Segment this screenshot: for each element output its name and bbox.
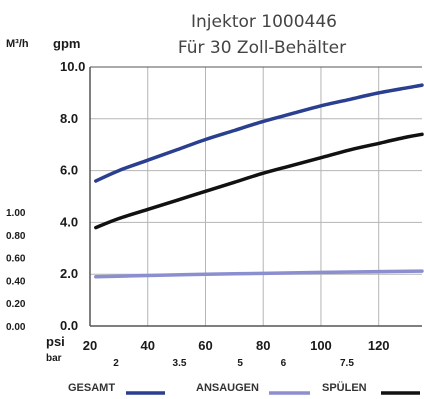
psi-tick-label: 100 xyxy=(310,338,332,353)
chart-subtitle: Für 30 Zoll-Behälter xyxy=(178,38,346,58)
psi-tick-label: 80 xyxy=(256,338,270,353)
series-line-gesamt xyxy=(94,83,424,183)
gpm-axis-label: gpm xyxy=(53,36,80,51)
psi-tick-label: 60 xyxy=(198,338,212,353)
gpm-tick-label: 8.0 xyxy=(60,111,78,126)
series-line-spülen xyxy=(94,132,424,230)
gpm-tick-label: 6.0 xyxy=(60,163,78,178)
gpm-tick-label: 10.0 xyxy=(60,59,85,74)
m3h-tick-label: 0.40 xyxy=(6,276,26,287)
grid xyxy=(90,66,422,326)
m3h-tick-label: 0.20 xyxy=(6,299,26,310)
legend-label: ANSAUGEN xyxy=(196,382,259,394)
bar-tick-label: 5 xyxy=(237,358,243,369)
m3h-axis-label: M³/h xyxy=(6,38,29,50)
bar-tick-label: 2 xyxy=(113,358,119,369)
legend-label: SPÜLEN xyxy=(322,381,367,394)
legend: GESAMT ANSAUGEN SPÜLEN xyxy=(68,381,420,395)
bar-tick-label: 3.5 xyxy=(173,358,187,369)
m3h-tick-label: 0.60 xyxy=(6,254,26,265)
axes: 0.0 2.0 4.0 6.0 8.0 10.0 0.00 0.20 0.40 0.60 0.80 1… xyxy=(6,59,422,369)
bar-tick-label: 7.5 xyxy=(340,358,354,369)
legend-label: GESAMT xyxy=(68,382,115,394)
series-lines xyxy=(94,83,424,279)
m3h-tick-label: 0.00 xyxy=(6,322,26,333)
gpm-tick-label: 4.0 xyxy=(60,214,78,229)
chart-title: Injektor 1000446 xyxy=(191,12,337,32)
psi-tick-label: 40 xyxy=(141,338,155,353)
m3h-tick-label: 0.80 xyxy=(6,231,26,242)
gpm-tick-label: 0.0 xyxy=(60,318,78,333)
m3h-tick-label: 1.00 xyxy=(6,208,26,219)
psi-axis-label: psi xyxy=(46,334,65,349)
series-line-ansaugen xyxy=(94,269,424,279)
bar-tick-label: 6 xyxy=(281,358,287,369)
bar-axis-label: bar xyxy=(46,353,62,364)
gpm-tick-label: 2.0 xyxy=(60,266,78,281)
plot-area xyxy=(90,67,422,326)
psi-tick-label: 120 xyxy=(368,338,390,353)
psi-tick-label: 20 xyxy=(83,338,97,353)
